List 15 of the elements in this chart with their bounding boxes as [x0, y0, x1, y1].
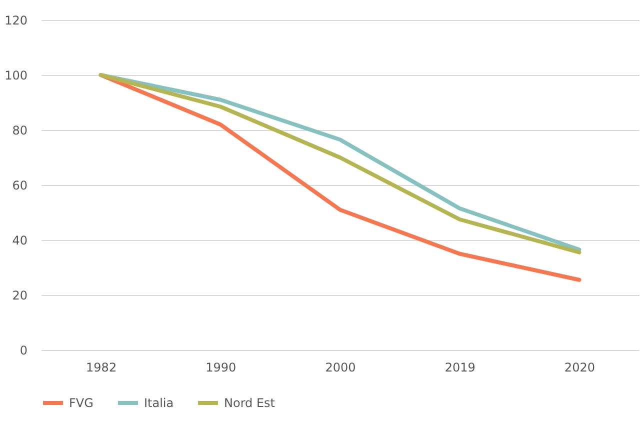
y-tick-label: 100: [4, 68, 28, 82]
legend-label: Italia: [144, 396, 174, 410]
y-tick-label: 80: [12, 124, 28, 138]
x-tick-label: 1982: [86, 360, 117, 374]
legend-label: Nord Est: [224, 396, 276, 410]
y-tick-label: 120: [4, 14, 28, 28]
y-tick-label: 40: [12, 234, 28, 248]
x-tick-label: 2000: [325, 360, 356, 374]
y-tick-label: 0: [20, 344, 28, 358]
x-tick-label: 2020: [564, 360, 595, 374]
legend-label: FVG: [69, 396, 94, 410]
x-tick-label: 2019: [444, 360, 476, 374]
y-tick-label: 60: [12, 178, 28, 192]
y-tick-label: 20: [12, 288, 28, 302]
x-tick-label: 1990: [206, 360, 236, 374]
